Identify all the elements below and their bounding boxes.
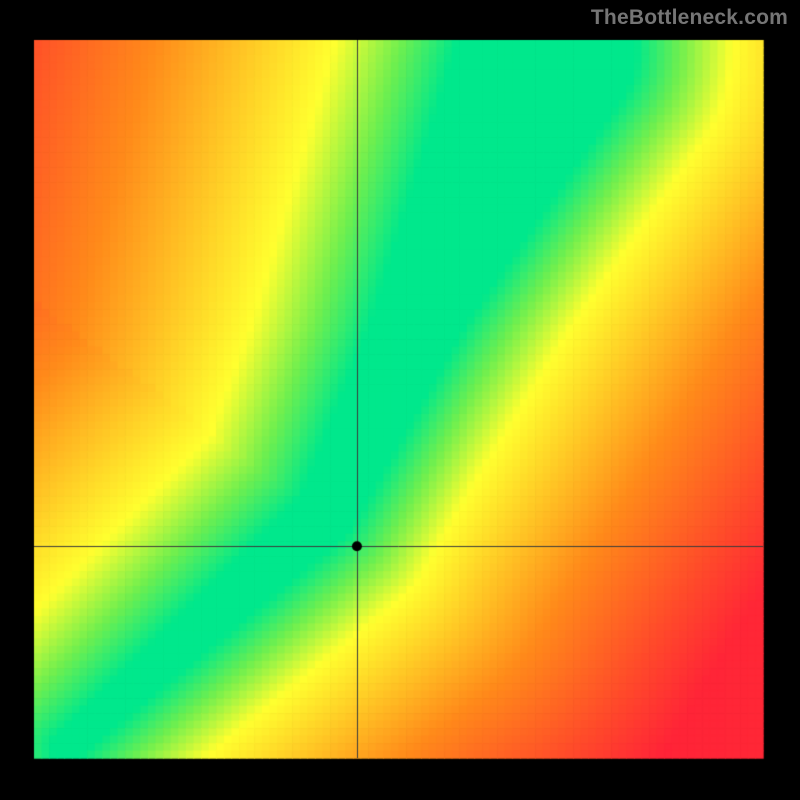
bottleneck-heatmap [0,0,800,800]
chart-container: TheBottleneck.com [0,0,800,800]
